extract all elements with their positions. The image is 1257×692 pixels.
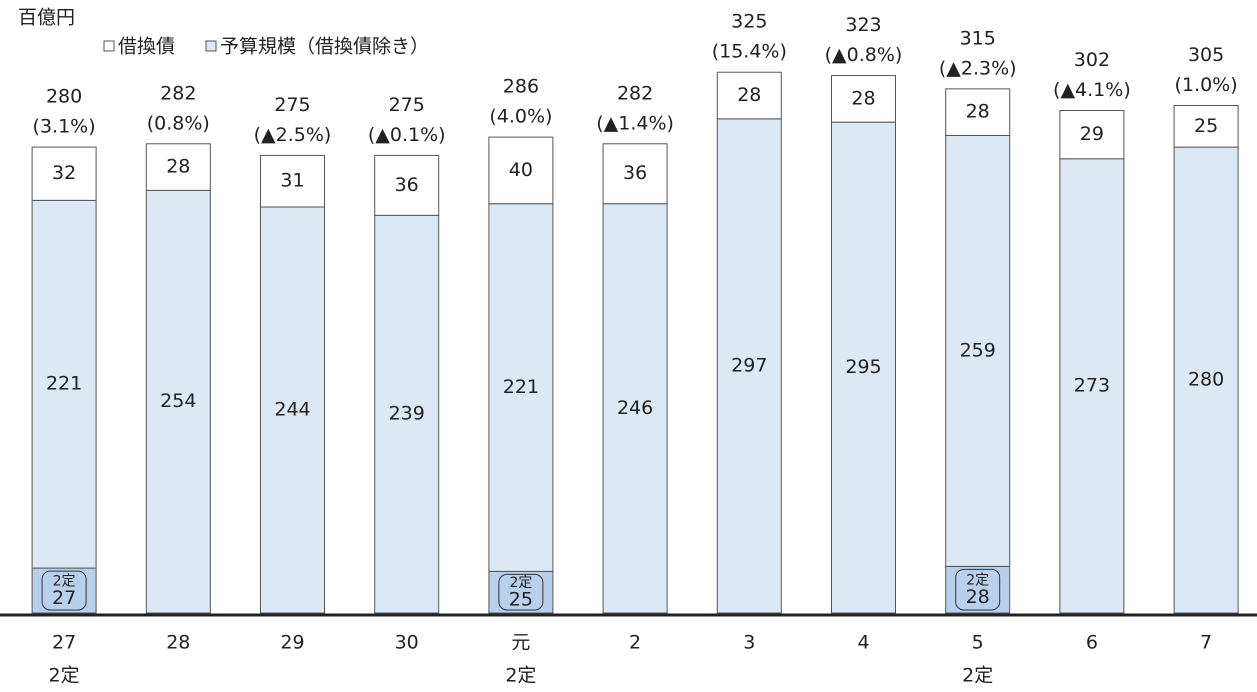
unit-label: 百億円 (18, 7, 75, 29)
segment-value: 28 (966, 586, 990, 608)
bar-segment (31, 199, 97, 569)
x-tick-label: 28 (166, 632, 190, 654)
x-tick-label: 27 (52, 632, 76, 654)
segment-value: 295 (845, 356, 881, 378)
x-tick-label: 30 (395, 632, 419, 654)
segment-value: 28 (166, 156, 190, 178)
total-label: 325 (731, 11, 767, 33)
x-tick-label: 6 (1086, 632, 1098, 654)
bar-segment (602, 143, 668, 205)
bar-segment (831, 121, 896, 614)
bar-segment (374, 214, 440, 614)
segment-value: 40 (509, 159, 533, 181)
segment-name: 2定 (966, 573, 989, 589)
segment-value: 221 (503, 376, 539, 398)
bar-segment (145, 143, 211, 191)
bar-segment (145, 189, 211, 614)
segment-value: 32 (52, 162, 76, 184)
total-label: 282 (617, 82, 653, 104)
change-label: (4.0%) (489, 106, 552, 128)
bar-segment (1173, 105, 1239, 148)
segment-value: 28 (966, 101, 990, 123)
bar-segment (602, 203, 668, 614)
change-label: (1.0%) (1175, 74, 1238, 96)
x-tick-sublabel: 2定 (962, 665, 993, 687)
legend-swatch (103, 40, 115, 52)
segment-value: 25 (509, 589, 533, 611)
x-tick-label: 29 (280, 632, 304, 654)
segment-label-box (498, 573, 544, 611)
segment-value: 239 (389, 403, 425, 425)
total-label: 282 (160, 82, 196, 104)
segment-value: 244 (274, 399, 310, 421)
total-label: 280 (46, 86, 82, 108)
total-label: 305 (1188, 44, 1224, 66)
x-tick-label: 4 (857, 632, 869, 654)
segment-label-box (41, 570, 87, 611)
bar-segment (1059, 110, 1125, 160)
total-label: 302 (1074, 49, 1110, 71)
segment-name: 2定 (53, 574, 76, 590)
change-label: (▲4.1%) (1053, 79, 1131, 101)
segment-value: 27 (52, 587, 76, 609)
bar-segment (374, 154, 440, 216)
segment-label-box (955, 568, 1001, 611)
change-label: (15.4%) (712, 41, 787, 63)
segment-value: 31 (280, 170, 304, 192)
bar-segment (1173, 146, 1239, 614)
segment-value: 273 (1074, 374, 1110, 396)
bar-segment (260, 206, 325, 614)
x-tick-label: 7 (1200, 632, 1212, 654)
change-label: (0.8%) (147, 112, 210, 134)
segment-value: 36 (623, 162, 647, 184)
segment-value: 25 (1194, 115, 1218, 137)
total-label: 323 (845, 14, 881, 36)
segment-name: 2定 (509, 575, 532, 591)
bar-segment (716, 118, 782, 614)
legend-swatch (205, 40, 217, 52)
segment-value: 297 (731, 354, 767, 376)
segment-value: 254 (160, 390, 196, 412)
change-label: (3.1%) (33, 116, 96, 138)
bar-segment (260, 154, 325, 208)
segment-value: 28 (737, 84, 761, 106)
bar-segment (1059, 158, 1125, 614)
change-label: (▲2.5%) (254, 124, 332, 146)
total-label: 275 (274, 94, 310, 116)
segment-value: 246 (617, 397, 653, 419)
change-label: (▲1.4%) (596, 112, 674, 134)
segment-value: 259 (960, 339, 996, 361)
segment-value: 28 (851, 87, 875, 109)
total-label: 286 (503, 76, 539, 98)
bar-segment (488, 136, 554, 205)
total-label: 275 (389, 94, 425, 116)
x-tick-sublabel: 2定 (505, 665, 536, 687)
change-label: (▲0.8%) (825, 44, 903, 66)
change-label: (▲0.1%) (368, 124, 446, 146)
bar-segment (831, 75, 896, 123)
legend-label: 予算規模（借換債除き） (220, 36, 429, 58)
bar-segment (945, 88, 1011, 136)
segment-value: 29 (1080, 123, 1104, 145)
bar-segment (945, 134, 1011, 567)
legend-label: 借換債 (118, 36, 175, 58)
segment-value: 280 (1188, 369, 1224, 391)
segment-value: 221 (46, 373, 82, 395)
segment-value: 36 (395, 174, 419, 196)
x-tick-label: 3 (743, 632, 755, 654)
bar-segment (31, 146, 97, 201)
x-tick-label: 2 (629, 632, 641, 654)
x-tick-sublabel: 2定 (49, 665, 80, 687)
bar-segment (716, 71, 782, 120)
x-tick-label: 5 (972, 632, 984, 654)
total-label: 315 (960, 27, 996, 49)
bar-segment (488, 203, 554, 572)
change-label: (▲2.3%) (939, 57, 1017, 79)
x-tick-label: 元 (511, 632, 530, 654)
